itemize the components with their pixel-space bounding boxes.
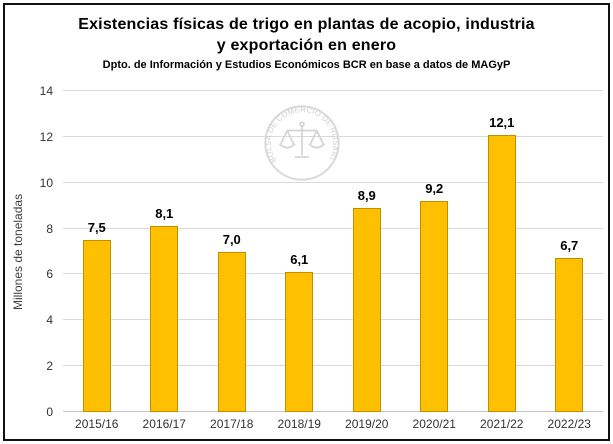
x-axis-label-2019/20: 2019/20 [345,417,389,431]
y-tick-label-4: 4 [46,313,53,328]
bar-2017/18 [217,251,246,412]
bcr-seal-watermark: BOLSA DE COMERCIO DE ROSARIO [263,104,340,181]
bar-value-label-2021/22: 12,1 [489,114,515,130]
bar-slot-2020/21: 9,2 [401,91,469,412]
bar-value-label-2020/21: 9,2 [425,181,444,197]
bar-slot-2016/17: 8,1 [131,91,199,412]
bar-slot-2018/19: 6,1 [266,91,334,412]
y-tick-label-10: 10 [39,175,53,190]
bar-slot-2017/18: 7,0 [198,91,266,412]
y-tick-label-2: 2 [46,359,53,374]
bar-2022/23 [555,258,584,412]
gridline-4 [63,319,603,321]
scales-icon [278,121,326,158]
bar-2016/17 [150,226,179,412]
x-axis-label-2016/17: 2016/17 [142,417,186,431]
bar-value-label-2018/19: 6,1 [290,252,309,268]
gridline-14 [63,90,603,91]
bar-value-label-2016/17: 8,1 [155,206,174,222]
bar-slot-2021/22: 12,1 [468,91,536,412]
bar-slot-2015/16: 7,5 [63,91,131,412]
chart-title-line2: y exportación en enero [216,37,397,54]
bar-slot-2022/23: 6,7 [536,91,604,412]
plot-area: BOLSA DE COMERCIO DE ROSARIO 7,5 8,1 7,0 6,… [63,90,603,412]
x-axis-label-2020/21: 2020/21 [412,417,456,431]
y-tick-label-14: 14 [39,84,53,98]
y-tick-label-8: 8 [46,221,53,236]
bar-slot-2019/20: 8,9 [333,91,401,412]
bar-2018/19 [285,272,314,412]
chart-subtitle: Dpto. de Información y Estudios Económic… [102,59,511,71]
bar-value-label-2019/20: 8,9 [357,187,376,203]
x-axis-labels: 2015/16 2016/17 2017/18 2018/19 2019/20 2020/… [63,417,603,431]
bar-2021/22 [487,134,516,412]
y-axis-ticks: 0 2 4 6 8 10 12 14 [5,84,53,419]
bar-value-label-2022/23: 6,7 [560,238,579,254]
gridline-12 [63,135,603,137]
gridline-0 [63,411,603,412]
bar-2019/20 [352,207,381,412]
y-tick-label-12: 12 [39,129,53,144]
title-block: Existencias físicas de trigo en plantas … [5,14,608,71]
bar-2020/21 [420,201,449,412]
x-axis-label-2021/22: 2021/22 [480,417,524,431]
x-axis-label-2018/19: 2018/19 [277,417,321,431]
chart-frame: Existencias físicas de trigo en plantas … [3,3,610,441]
bar-2015/16 [82,240,111,412]
x-axis-label-2015/16: 2015/16 [75,417,119,431]
bar-value-label-2017/18: 7,0 [222,231,241,247]
gridline-2 [63,365,603,367]
gridline-6 [63,273,603,275]
bars-row: 7,5 8,1 7,0 6,1 8,9 9,2 12,1 6,7 [63,91,603,412]
gridline-10 [63,181,603,183]
bar-value-label-2015/16: 7,5 [87,220,106,236]
chart-title-line1: Existencias físicas de trigo en plantas … [78,16,535,33]
x-axis-label-2022/23: 2022/23 [547,417,591,431]
x-axis-label-2017/18: 2017/18 [210,417,254,431]
gridline-8 [63,227,603,229]
y-tick-label-0: 0 [46,405,53,419]
y-tick-label-6: 6 [46,267,53,282]
